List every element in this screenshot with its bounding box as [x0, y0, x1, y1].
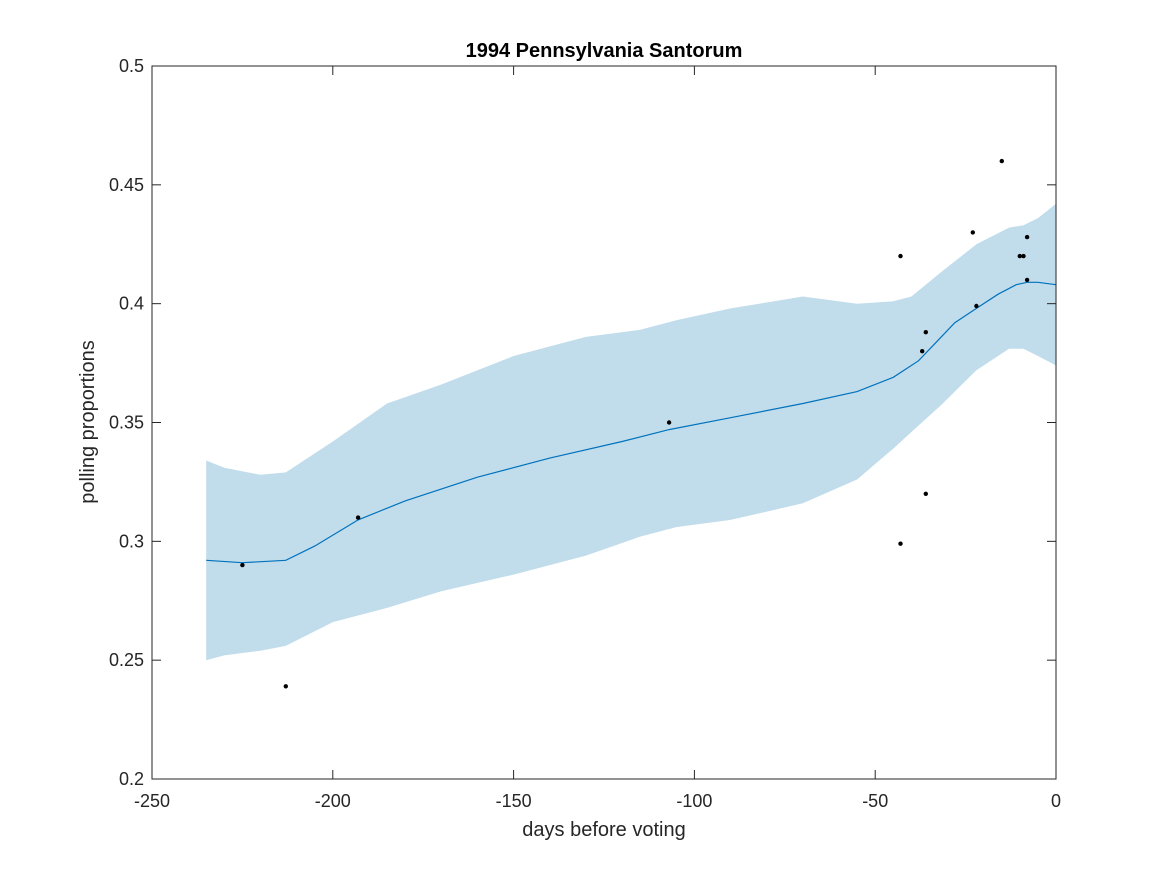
x-tick-label: -50	[862, 791, 888, 811]
poll-point	[1024, 277, 1030, 283]
poll-point	[283, 684, 288, 689]
y-tick-label: 0.4	[119, 294, 144, 314]
poll-point	[240, 562, 245, 568]
poll-point	[898, 541, 903, 546]
x-tick-label: 0	[1051, 791, 1061, 811]
poll-point	[923, 330, 928, 335]
x-tick-label: -100	[676, 791, 712, 811]
y-tick-label: 0.5	[119, 56, 144, 76]
poll-point	[355, 515, 361, 520]
confidence-band	[206, 203, 1056, 661]
x-axis-label: days before voting	[522, 819, 685, 841]
x-tick-label: -200	[315, 791, 351, 811]
poll-point	[974, 303, 979, 309]
trend-line	[206, 281, 1057, 564]
y-tick-label: 0.45	[109, 175, 144, 195]
poll-point	[666, 420, 672, 425]
poll-point	[1024, 234, 1030, 240]
y-axis-label: polling proportions	[77, 340, 99, 503]
poll-point	[999, 158, 1004, 164]
y-tick-label: 0.3	[119, 531, 144, 551]
y-tick-label: 0.25	[109, 650, 144, 670]
poll-point	[923, 491, 928, 496]
poll-point	[898, 253, 903, 259]
x-tick-label: -250	[134, 791, 170, 811]
poll-point	[970, 230, 975, 235]
x-tick-label: -150	[496, 791, 532, 811]
y-tick-label: 0.2	[119, 769, 144, 789]
chart-title: 1994 Pennsylvania Santorum	[466, 40, 743, 62]
y-tick-label: 0.35	[109, 413, 144, 433]
poll-point	[1017, 253, 1022, 259]
poll-point	[920, 349, 925, 354]
poll-point	[1021, 253, 1026, 259]
